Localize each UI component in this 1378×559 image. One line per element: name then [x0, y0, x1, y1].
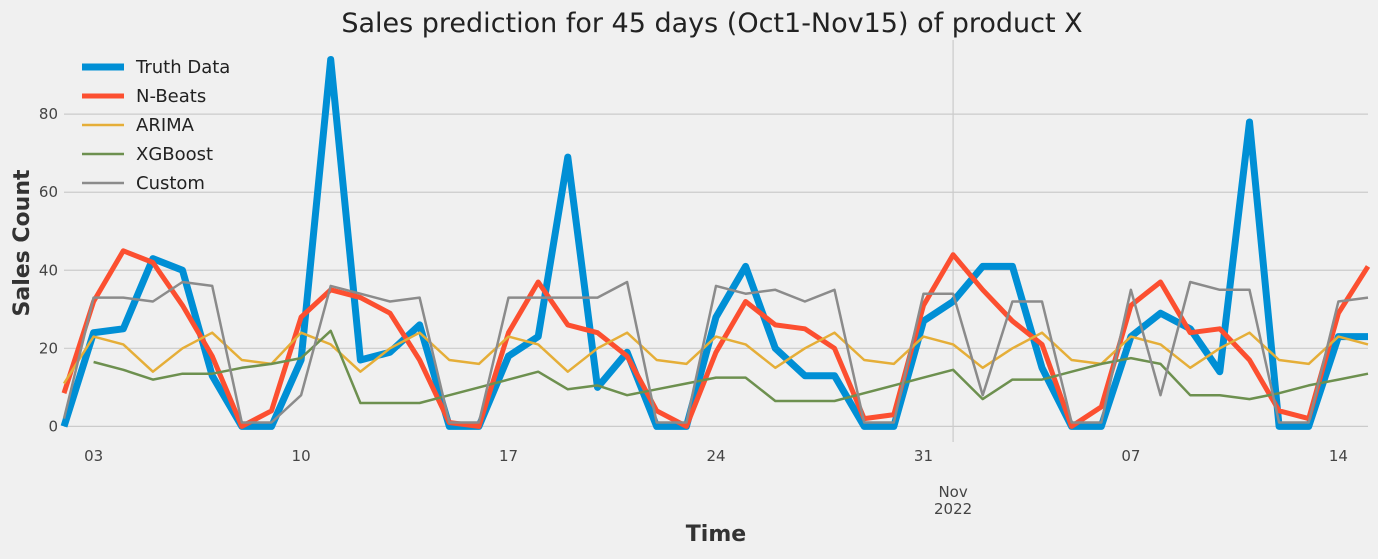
x-tick-label: 14: [1329, 447, 1348, 465]
x-tick-label: 17: [499, 447, 518, 465]
series-line-xgboost: [93, 329, 1369, 405]
x-tick-label: 31: [914, 447, 933, 465]
legend-label: ARIMA: [136, 115, 195, 136]
x-tick-label: 10: [292, 447, 311, 465]
y-tick-label: 40: [39, 261, 58, 279]
legend-label: N-Beats: [136, 86, 206, 107]
x-tick-label: 03: [84, 447, 103, 465]
chart-title: Sales prediction for 45 days (Oct1-Nov15…: [341, 8, 1082, 39]
x-tick-label: 24: [706, 447, 725, 465]
x-tick-label: 07: [1121, 447, 1140, 465]
x-major-tick-label-year: 2022: [934, 500, 972, 518]
legend-label: Custom: [136, 173, 205, 194]
legend: Truth Data N-Beats ARIMA XGBoost Custom: [82, 57, 230, 194]
series-line-arima: [62, 331, 1369, 385]
legend-label: Truth Data: [135, 57, 230, 78]
y-axis-label: Sales Count: [10, 169, 35, 316]
series-lines: [60, 56, 1371, 430]
y-tick-label: 0: [48, 417, 58, 435]
y-tick-label: 20: [39, 339, 58, 357]
series-line-n-beats: [61, 248, 1371, 429]
x-major-tick-label-month: Nov: [938, 483, 967, 501]
y-tick-label: 60: [39, 183, 58, 201]
series-line-truth-data: [60, 56, 1368, 430]
x-axis-label: Time: [686, 522, 746, 547]
grid: [64, 40, 1368, 442]
y-tick-label: 80: [39, 105, 58, 123]
legend-label: XGBoost: [136, 144, 213, 165]
series-line-custom: [62, 280, 1369, 424]
